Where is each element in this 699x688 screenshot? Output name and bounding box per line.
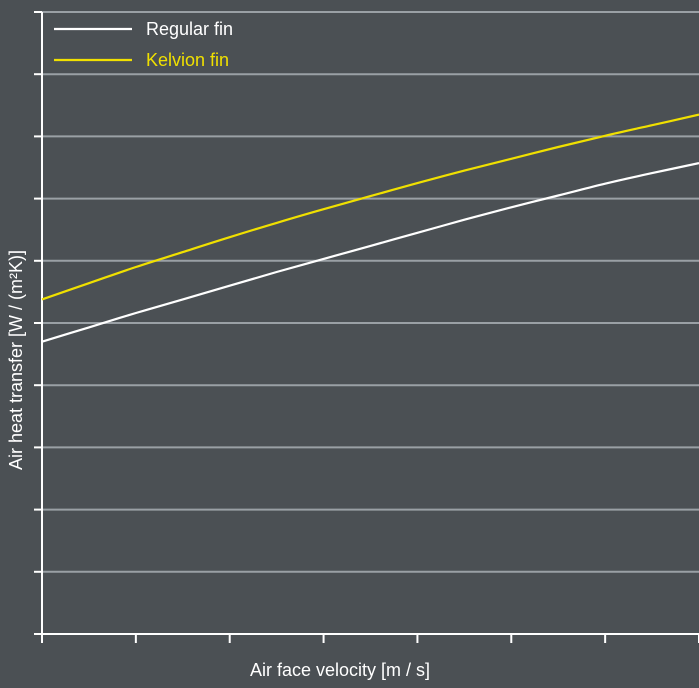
x-axis-label: Air face velocity [m / s] (250, 660, 430, 680)
series-lines (41, 113, 699, 343)
series-line-kelvion-fin (41, 113, 699, 301)
series-line-regular-fin (41, 162, 699, 343)
grid-lines (42, 11, 699, 573)
legend-label-kelvion-fin: Kelvion fin (146, 50, 229, 70)
axis-ticks (34, 11, 699, 643)
legend-label-regular-fin: Regular fin (146, 19, 233, 39)
legend: Regular fin Kelvion fin (54, 19, 233, 70)
y-axis-label: Air heat transfer [W / (m²K)] (6, 250, 26, 470)
